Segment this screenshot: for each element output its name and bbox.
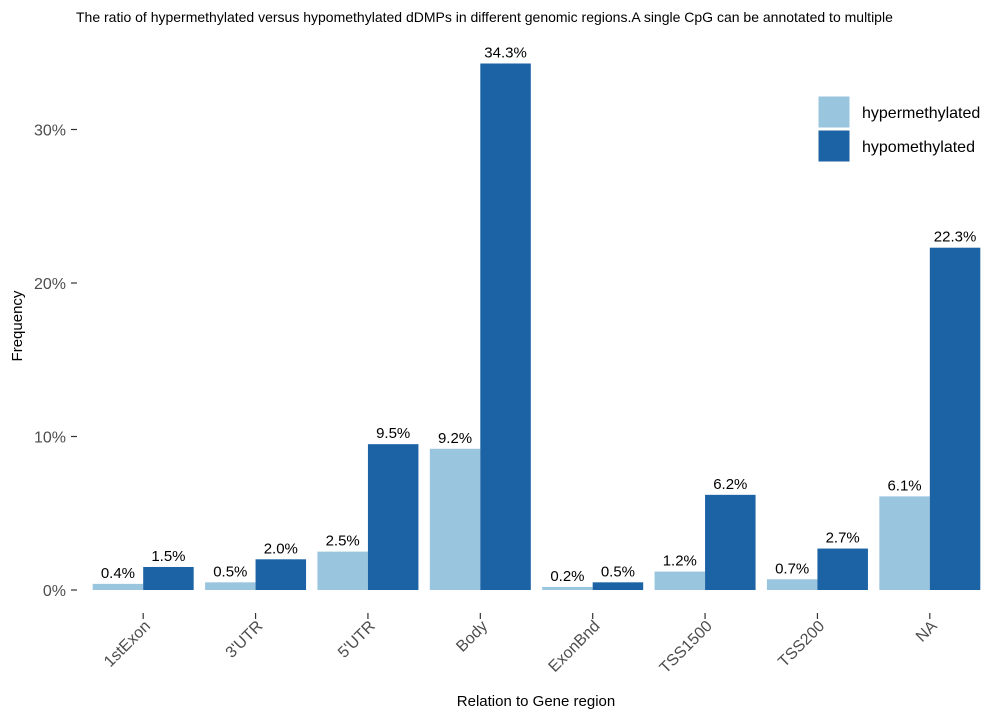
bar-hypomethylated <box>480 63 531 591</box>
x-tick-label: NA <box>913 618 941 646</box>
y-tick-label: 0% <box>43 583 66 600</box>
x-tick-label: TSS1500 <box>657 618 716 677</box>
data-label: 34.3% <box>484 44 527 61</box>
bar-hypermethylated <box>429 448 481 590</box>
data-label: 6.1% <box>887 477 921 494</box>
bar-hypomethylated <box>705 494 756 590</box>
x-tick-label: Body <box>453 618 491 656</box>
bar-hypermethylated <box>92 583 144 590</box>
bar-hypomethylated <box>367 444 419 590</box>
data-label: 9.5% <box>376 425 410 442</box>
x-tick-label: 5'UTR <box>335 618 379 662</box>
x-tick-label: TSS200 <box>775 618 828 671</box>
bar-hypermethylated <box>317 551 368 590</box>
legend-label: hypermethylated <box>862 105 980 122</box>
y-axis-title: Frequency <box>9 290 26 361</box>
bars: 0.4% 1.5% 0.5% 2.0% 2.5% 9.5% 9.2% 34.3% 0.2% 0.5… <box>92 44 981 591</box>
bar-hypomethylated <box>929 247 981 590</box>
data-label: 0.7% <box>775 560 809 577</box>
legend-label: hypomethylated <box>862 139 975 156</box>
y-tick-label: 20% <box>34 276 66 293</box>
data-label: 0.5% <box>213 563 247 580</box>
bar-hypermethylated <box>766 579 818 590</box>
x-axis-title: Relation to Gene region <box>457 693 615 710</box>
data-label: 1.5% <box>151 548 185 565</box>
data-label: 0.4% <box>101 565 135 582</box>
data-label: 0.5% <box>601 563 635 580</box>
x-tick-label: 1stExon <box>101 618 154 671</box>
x-tick-label: ExonBnd <box>546 618 604 676</box>
y-tick-label: 30% <box>34 123 66 140</box>
bar-hypermethylated <box>654 571 706 590</box>
bar-hypomethylated <box>817 548 868 590</box>
data-label: 2.0% <box>264 540 298 557</box>
data-label: 9.2% <box>438 430 472 447</box>
chart-title: The ratio of hypermethylated versus hypo… <box>76 9 893 25</box>
legend-swatch <box>817 95 851 129</box>
y-axis: 0% 10% 20% 30% <box>34 123 77 600</box>
bar-hypermethylated <box>205 582 256 590</box>
data-label: 6.2% <box>713 476 747 493</box>
bar-hypomethylated <box>143 566 194 590</box>
bar-hypermethylated <box>542 586 593 590</box>
data-label: 2.5% <box>326 533 360 550</box>
data-label: 0.2% <box>550 568 584 585</box>
data-label: 1.2% <box>663 553 697 570</box>
y-tick-label: 10% <box>34 430 66 447</box>
data-label: 2.7% <box>826 530 860 547</box>
x-axis: 1stExon 3'UTR 5'UTR Body ExonBnd TSS1500 TSS20… <box>101 613 941 677</box>
x-tick-label: 3'UTR <box>223 618 267 662</box>
legend: hypermethylated hypomethylated <box>817 95 980 163</box>
legend-swatch <box>817 129 851 163</box>
data-label: 22.3% <box>934 229 977 246</box>
bar-hypermethylated <box>879 496 930 590</box>
bar-hypomethylated <box>592 582 644 590</box>
bar-hypomethylated <box>255 559 307 590</box>
